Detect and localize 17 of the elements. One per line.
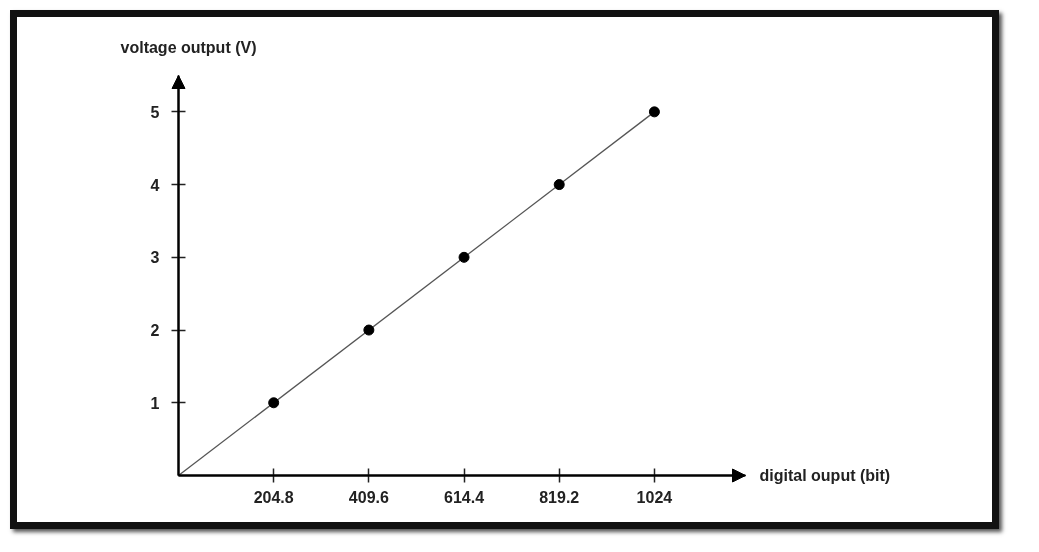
point <box>363 324 375 336</box>
x-tick-label: 409.6 <box>348 488 389 506</box>
x-tick-label: 1024 <box>636 488 673 506</box>
point <box>458 251 470 263</box>
point <box>553 179 565 191</box>
y-tick-label: 1 <box>150 394 160 412</box>
x-tick-label: 204.8 <box>253 488 294 506</box>
point <box>268 397 280 409</box>
y-tick-label: 3 <box>150 249 160 267</box>
y-tick-label: 4 <box>150 176 160 194</box>
y-tick-label: 2 <box>150 322 160 340</box>
y-axis-title: voltage output (V) <box>120 38 257 56</box>
point <box>648 106 660 118</box>
x-tick-label: 614.4 <box>444 488 485 506</box>
x-tick-label: 819.2 <box>539 488 580 506</box>
y-tick-label: 5 <box>150 103 160 121</box>
x-axis-title: digital ouput (bit) <box>759 467 891 484</box>
